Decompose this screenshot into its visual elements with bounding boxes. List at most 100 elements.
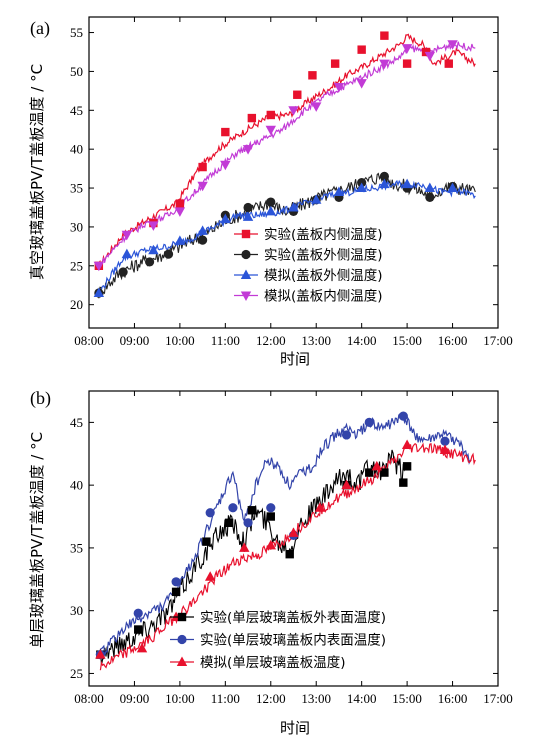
series-point	[228, 503, 238, 513]
y-axis-title-a: 真空玻璃盖板PV/T盖板温度 / °C	[28, 64, 46, 280]
series-point	[399, 478, 408, 487]
series-point	[447, 182, 458, 193]
y-tick-label: 35	[70, 540, 83, 555]
panel-b: (b) 08:00 09:00 10:00 11:00 12:00 13:00 14:00 1…	[28, 388, 513, 737]
series-point	[311, 102, 322, 112]
legend-entry: 实验(盖板内侧温度)	[264, 227, 383, 243]
series-point	[133, 608, 143, 618]
series-point	[288, 106, 299, 116]
series-point	[401, 439, 413, 449]
series-point	[243, 518, 253, 528]
x-tick-label: 16:00	[438, 333, 468, 348]
series-point	[148, 221, 159, 231]
y-tick-label: 45	[70, 103, 83, 118]
series-point	[204, 571, 216, 581]
x-tick-label: 12:00	[256, 691, 286, 706]
series-point	[401, 178, 413, 189]
y-tick-label: 25	[70, 258, 83, 273]
series-point	[356, 182, 367, 193]
series-point	[171, 587, 181, 597]
series-point	[220, 213, 231, 224]
series-point	[444, 59, 453, 68]
legend-b: 实验(单层玻璃盖板外表面温度) 实验(单层玻璃盖板内表面温度) 模拟(单层玻璃盖板温…	[170, 609, 386, 671]
series-point	[402, 59, 412, 68]
series-point	[380, 468, 389, 477]
series-point	[288, 201, 299, 212]
series-point	[401, 44, 413, 54]
legend-swatch-marker	[240, 269, 252, 279]
legend-entry: 实验(盖板外侧温度)	[264, 248, 383, 264]
y-axis-title-b: 单层玻璃盖板PV/T盖板温度 / °C	[28, 432, 46, 648]
y-tick-label: 30	[70, 603, 83, 618]
panel-label-a: (a)	[30, 18, 50, 39]
series-point	[424, 51, 436, 62]
x-axis-title-a: 时间	[280, 350, 310, 368]
series-line	[98, 33, 476, 268]
series-point	[247, 113, 257, 123]
series-point	[134, 625, 143, 634]
x-tick-label: 15:00	[392, 333, 422, 348]
series-point	[365, 468, 374, 477]
series-line	[98, 41, 476, 269]
plot-frame-a	[88, 16, 499, 329]
y-tick-label: 50	[70, 64, 83, 79]
series-point	[293, 90, 302, 99]
series-line	[100, 413, 472, 656]
series-point	[333, 186, 345, 196]
series-point	[330, 59, 340, 68]
series-point	[171, 577, 181, 587]
series-point	[93, 287, 105, 298]
series-point	[379, 171, 389, 181]
series-point	[175, 199, 185, 208]
legend-swatch-marker	[241, 249, 251, 260]
legend-swatch-marker	[176, 656, 188, 666]
legend-swatch-marker	[177, 634, 187, 645]
series-point	[265, 125, 276, 136]
series-point	[265, 539, 276, 550]
series-point	[243, 202, 253, 213]
plot-frame-b	[88, 390, 499, 687]
series-point	[174, 207, 186, 217]
series-point	[266, 197, 276, 207]
series-point	[197, 181, 208, 192]
series-point	[205, 508, 215, 518]
legend-entry: 实验(单层玻璃盖板内表面温度)	[200, 632, 386, 649]
series-point	[224, 518, 234, 528]
series-point	[440, 436, 450, 446]
x-tick-label: 14:00	[347, 691, 377, 706]
legend-swatch-marker	[241, 229, 251, 239]
x-axis-title-b: 时间	[280, 719, 310, 737]
series-point	[198, 235, 208, 245]
y-tick-label: 40	[70, 478, 83, 493]
x-tick-label: 09:00	[120, 333, 150, 348]
y-tick-label: 45	[70, 415, 83, 430]
y-tick-label: 40	[70, 142, 83, 157]
x-tick-label: 08:00	[74, 691, 104, 706]
series-point	[333, 82, 345, 93]
series-point	[398, 411, 408, 421]
series-point	[239, 542, 250, 552]
x-tick-label: 16:00	[438, 691, 468, 706]
legend-a: 实验(盖板内侧温度) 实验(盖板外侧温度) 模拟(盖板外侧温度) 模拟(盖板内侧温度)	[234, 227, 383, 305]
series-point	[311, 194, 322, 204]
series-point	[174, 235, 186, 245]
series-point	[371, 460, 383, 471]
y-tick-label: 25	[70, 666, 83, 681]
series-point	[242, 145, 254, 155]
x-tick-label: 15:00	[392, 691, 422, 706]
series-point	[202, 537, 211, 546]
panel-label-b: (b)	[30, 388, 51, 409]
series-point	[341, 430, 352, 440]
series-point	[197, 225, 208, 235]
legend-entry: 模拟(盖板内侧温度)	[264, 289, 383, 305]
series-point	[266, 110, 275, 120]
y-tick-label: 20	[70, 297, 83, 312]
x-tick-label: 12:00	[256, 333, 286, 348]
series-point	[265, 205, 276, 216]
x-tick-label: 14:00	[347, 333, 377, 348]
legend-entry: 实验(单层玻璃盖板外表面温度)	[200, 609, 386, 626]
series-point	[357, 45, 366, 54]
series-point	[424, 182, 436, 193]
series-point	[288, 527, 299, 537]
